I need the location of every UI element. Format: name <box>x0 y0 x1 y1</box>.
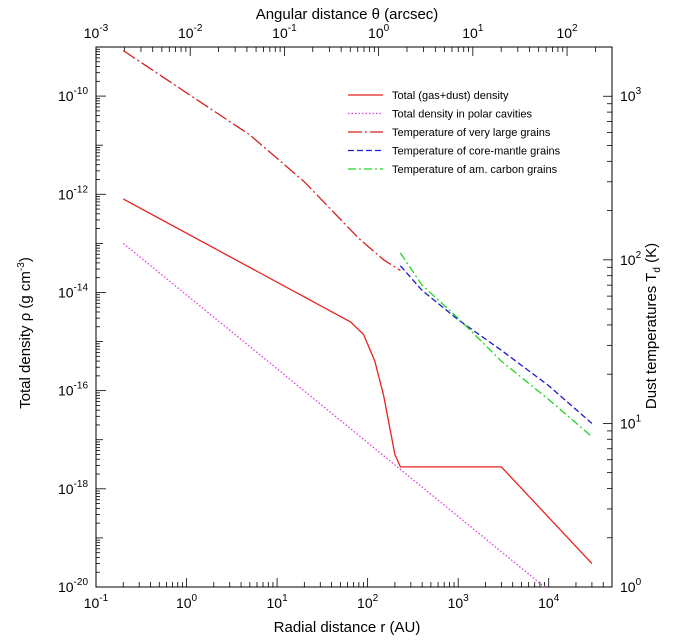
y-left-title-end: ) <box>17 257 34 262</box>
y-left-tick-label: 10-12 <box>58 184 88 202</box>
y-left-tick-label: 10-10 <box>58 86 88 104</box>
y-left-tick-label-exp: -10 <box>74 86 89 97</box>
series-lines <box>122 50 593 588</box>
y-left-title-sup: -3 <box>16 262 27 271</box>
x-tick-label-exp: 0 <box>192 593 198 604</box>
tick-marks <box>95 46 613 588</box>
x-tick-label: 102 <box>357 593 379 611</box>
y-left-tick-label-exp: -18 <box>74 479 89 490</box>
x-tick-label-exp: 1 <box>282 593 288 604</box>
x-tick-label: 100 <box>176 593 198 611</box>
x-tick-label: 10-1 <box>84 593 109 611</box>
legend: Total (gas+dust) density Total density in… <box>348 90 561 176</box>
series-line-2 <box>122 242 546 588</box>
x-tick-label-base: 10 <box>267 595 283 611</box>
x-tick-label: 103 <box>448 593 470 611</box>
x-tick-label-base: 10 <box>448 595 464 611</box>
y-right-tick-label-exp: 2 <box>636 250 642 261</box>
top-tick-label-base: 10 <box>556 25 572 41</box>
legend-label-5: Temperature of am. carbon grains <box>392 164 558 176</box>
top-tick-label-exp: 2 <box>572 23 578 34</box>
legend-label-2: Total density in polar cavities <box>392 109 533 121</box>
x-tick-label-exp: 4 <box>554 593 560 604</box>
series-line-3 <box>122 50 401 272</box>
y-right-axis-title: Dust temperatures Td (K) <box>643 243 663 409</box>
legend-label-3: Temperature of very large grains <box>392 127 551 139</box>
y-right-tick-label-base: 10 <box>620 579 636 595</box>
y-right-tick-label-base: 10 <box>620 252 636 268</box>
x-tick-label: 101 <box>267 593 289 611</box>
x-tick-label-base: 10 <box>84 595 100 611</box>
x-tick-label-base: 10 <box>538 595 554 611</box>
legend-label-4: Temperature of core-mantle grains <box>392 146 561 158</box>
y-left-title-main: Total density ρ (g cm <box>17 271 34 409</box>
y-left-tick-label-base: 10 <box>58 186 74 202</box>
x-axis-title: Radial distance r (AU) <box>274 619 421 636</box>
y-left-tick-label: 10-20 <box>58 577 88 595</box>
y-left-tick-label-base: 10 <box>58 383 74 399</box>
y-left-tick-label: 10-16 <box>58 381 88 399</box>
top-tick-label: 102 <box>556 23 578 41</box>
series-line-5 <box>399 252 593 438</box>
x-tick-label-exp: -1 <box>99 593 108 604</box>
y-left-tick-label-exp: -12 <box>74 184 89 195</box>
top-tick-label: 10-3 <box>84 23 109 41</box>
top-tick-label-exp: -2 <box>194 23 203 34</box>
y-left-tick-label-base: 10 <box>58 88 74 104</box>
y-right-tick-label-base: 10 <box>620 88 636 104</box>
y-right-tick-label: 100 <box>620 577 642 595</box>
series-line-4 <box>399 265 593 424</box>
x-tick-label-exp: 2 <box>373 593 379 604</box>
y-right-title-sub: d <box>652 267 663 273</box>
y-left-tick-label-base: 10 <box>58 284 74 300</box>
top-tick-label-base: 10 <box>368 25 384 41</box>
y-right-tick-label: 102 <box>620 250 642 268</box>
legend-label-1: Total (gas+dust) density <box>392 90 509 102</box>
top-tick-label-exp: -1 <box>288 23 297 34</box>
top-tick-label-exp: 0 <box>384 23 390 34</box>
x-tick-label-base: 10 <box>357 595 373 611</box>
y-left-tick-label-exp: -14 <box>74 282 89 293</box>
y-right-title-end: (K) <box>643 243 660 267</box>
x-tick-label-exp: 3 <box>463 593 469 604</box>
y-right-tick-label: 101 <box>620 413 642 431</box>
series-line-1 <box>122 198 593 565</box>
y-left-tick-label-base: 10 <box>58 481 74 497</box>
top-tick-label-base: 10 <box>84 25 100 41</box>
y-right-tick-label-base: 10 <box>620 415 636 431</box>
y-left-tick-label: 10-18 <box>58 479 88 497</box>
top-tick-label-base: 10 <box>272 25 288 41</box>
top-tick-label-base: 10 <box>178 25 194 41</box>
y-right-tick-label: 103 <box>620 86 642 104</box>
x-tick-label-base: 10 <box>176 595 192 611</box>
top-tick-label: 10-1 <box>272 23 297 41</box>
top-tick-label-exp: -3 <box>99 23 108 34</box>
y-right-tick-label-exp: 1 <box>636 413 642 424</box>
y-right-title-main: Dust temperatures T <box>643 273 660 409</box>
top-tick-label: 100 <box>368 23 390 41</box>
top-tick-label-exp: 1 <box>478 23 484 34</box>
top-tick-label-base: 10 <box>462 25 478 41</box>
y-right-tick-label-exp: 3 <box>636 86 642 97</box>
top-tick-label: 101 <box>462 23 484 41</box>
top-tick-label: 10-2 <box>178 23 203 41</box>
y-left-tick-label-base: 10 <box>58 579 74 595</box>
top-axis-title: Angular distance θ (arcsec) <box>256 6 439 23</box>
y-left-tick-label-exp: -16 <box>74 381 89 392</box>
y-right-tick-label-exp: 0 <box>636 577 642 588</box>
x-tick-label: 104 <box>538 593 560 611</box>
y-left-axis-title: Total density ρ (g cm-3) <box>16 257 34 409</box>
y-left-tick-label: 10-14 <box>58 282 88 300</box>
y-left-tick-label-exp: -20 <box>74 577 89 588</box>
